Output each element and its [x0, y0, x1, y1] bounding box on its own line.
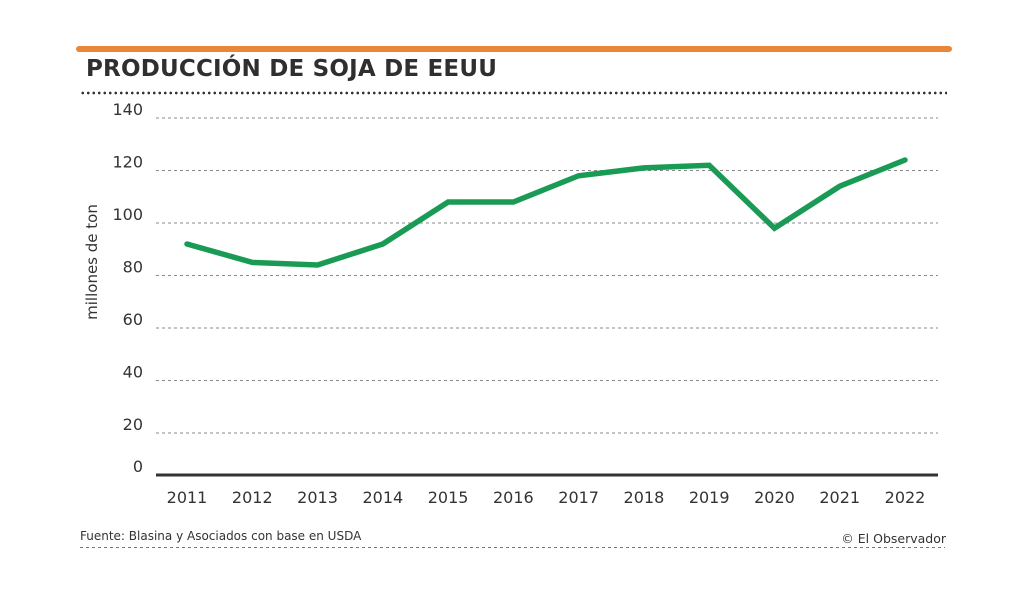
y-axis-label: millones de ton — [83, 204, 101, 320]
gridlines — [156, 117, 938, 434]
x-tick-label: 2022 — [885, 488, 926, 507]
x-tick-label: 2018 — [624, 488, 665, 507]
series-group — [184, 157, 908, 268]
x-tick-label: 2021 — [819, 488, 860, 507]
source-note: Fuente: Blasina y Asociados con base en … — [80, 529, 362, 543]
x-tick-label: 2014 — [362, 488, 403, 507]
y-tick-labels: 0 20 40 60 80 100 120 140 — [112, 100, 143, 476]
y-tick-label: 60 — [123, 310, 143, 329]
footer-separator — [80, 547, 945, 548]
x-tick-label: 2011 — [167, 488, 208, 507]
y-tick-label: 20 — [123, 415, 143, 434]
x-tick-label: 2015 — [428, 488, 469, 507]
x-tick-labels: 2011 2012 2013 2014 2015 2016 2017 2018 2019 2020… — [167, 488, 926, 507]
y-tick-label: 120 — [112, 153, 143, 172]
y-tick-label: 0 — [133, 457, 143, 476]
x-tick-label: 2012 — [232, 488, 273, 507]
y-tick-label: 40 — [123, 363, 143, 382]
y-tick-label: 80 — [123, 258, 143, 277]
y-tick-label: 100 — [112, 205, 143, 224]
chart-title: PRODUCCIÓN DE SOJA DE EEUU — [86, 56, 498, 82]
y-tick-label: 140 — [112, 100, 143, 119]
credit-note: © El Observador — [841, 531, 946, 546]
x-tick-label: 2017 — [558, 488, 599, 507]
accent-bar — [76, 46, 952, 52]
series-line — [184, 157, 908, 268]
x-tick-label: 2016 — [493, 488, 534, 507]
title-separator — [80, 91, 947, 95]
x-tick-label: 2020 — [754, 488, 795, 507]
x-tick-label: 2019 — [689, 488, 730, 507]
x-tick-label: 2013 — [297, 488, 338, 507]
